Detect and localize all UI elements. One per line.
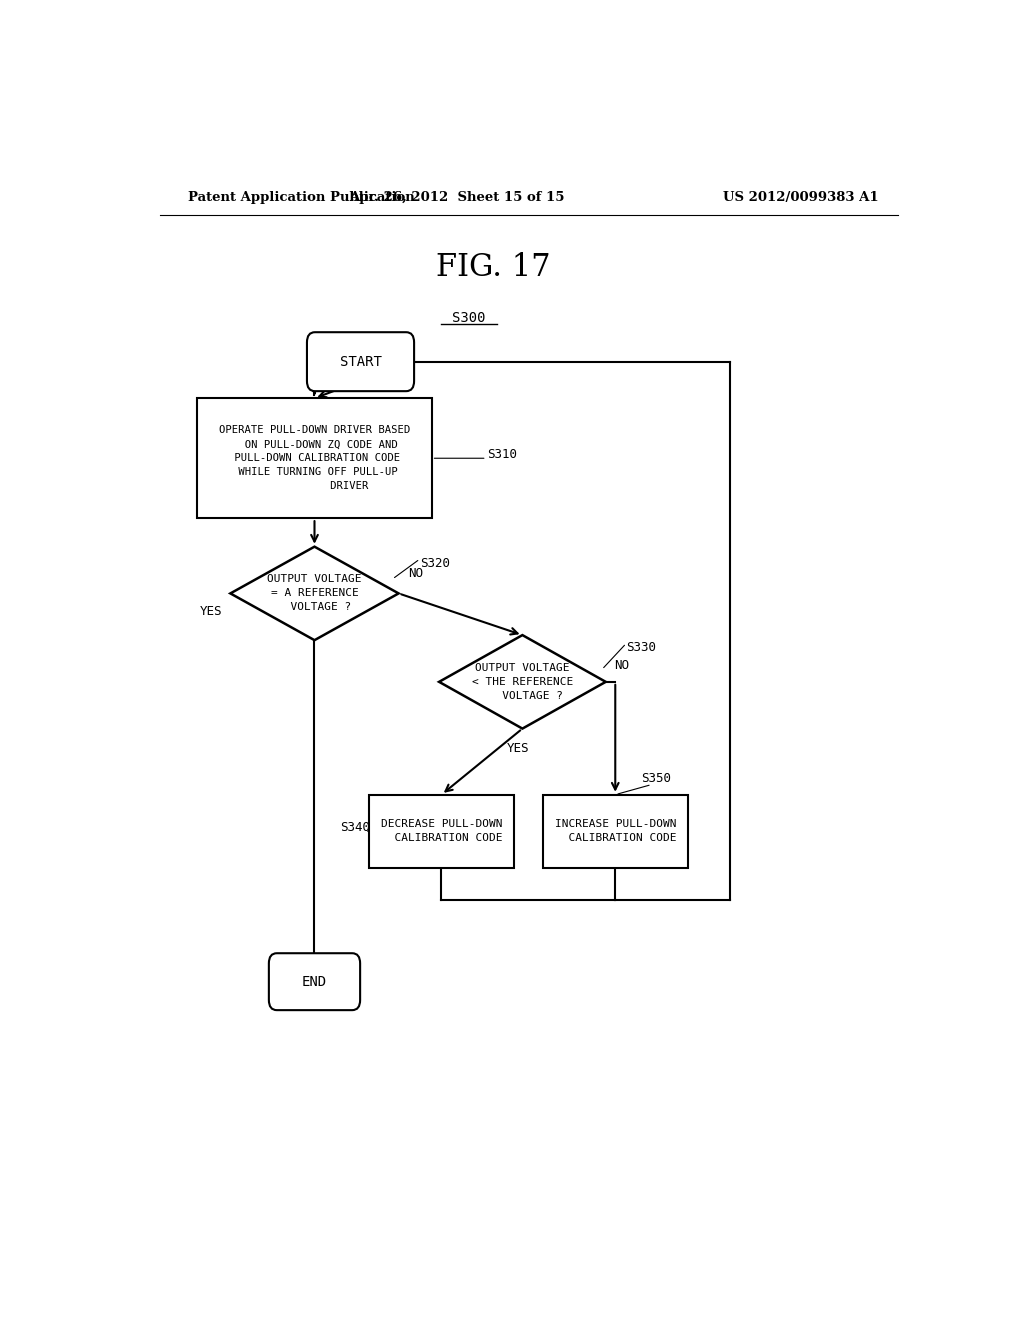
Text: S320: S320 — [420, 557, 450, 570]
FancyBboxPatch shape — [307, 333, 414, 391]
Text: START: START — [340, 355, 382, 368]
Text: Apr. 26, 2012  Sheet 15 of 15: Apr. 26, 2012 Sheet 15 of 15 — [349, 190, 565, 203]
Text: OPERATE PULL-DOWN DRIVER BASED
  ON PULL-DOWN ZQ CODE AND
 PULL-DOWN CALIBRATION: OPERATE PULL-DOWN DRIVER BASED ON PULL-D… — [219, 425, 411, 491]
Text: NO: NO — [613, 659, 629, 672]
Polygon shape — [439, 635, 606, 729]
Text: Patent Application Publication: Patent Application Publication — [187, 190, 415, 203]
Text: END: END — [302, 974, 327, 989]
Text: S330: S330 — [627, 642, 656, 655]
FancyBboxPatch shape — [269, 953, 360, 1010]
Text: OUTPUT VOLTAGE
< THE REFERENCE
   VOLTAGE ?: OUTPUT VOLTAGE < THE REFERENCE VOLTAGE ? — [472, 663, 573, 701]
Text: S310: S310 — [487, 447, 517, 461]
Text: S340: S340 — [340, 821, 370, 834]
Text: YES: YES — [507, 742, 529, 755]
Text: US 2012/0099383 A1: US 2012/0099383 A1 — [723, 190, 879, 203]
Text: S350: S350 — [641, 771, 671, 784]
Polygon shape — [230, 546, 398, 640]
Bar — [198, 399, 431, 519]
Text: NO: NO — [409, 566, 423, 579]
Text: S300: S300 — [453, 312, 486, 325]
Text: DECREASE PULL-DOWN
  CALIBRATION CODE: DECREASE PULL-DOWN CALIBRATION CODE — [381, 820, 502, 843]
Bar — [369, 795, 514, 867]
Text: INCREASE PULL-DOWN
  CALIBRATION CODE: INCREASE PULL-DOWN CALIBRATION CODE — [555, 820, 676, 843]
Bar — [543, 795, 688, 867]
Text: FIG. 17: FIG. 17 — [436, 252, 550, 282]
Text: YES: YES — [200, 605, 222, 618]
Text: OUTPUT VOLTAGE
= A REFERENCE
  VOLTAGE ?: OUTPUT VOLTAGE = A REFERENCE VOLTAGE ? — [267, 574, 361, 612]
